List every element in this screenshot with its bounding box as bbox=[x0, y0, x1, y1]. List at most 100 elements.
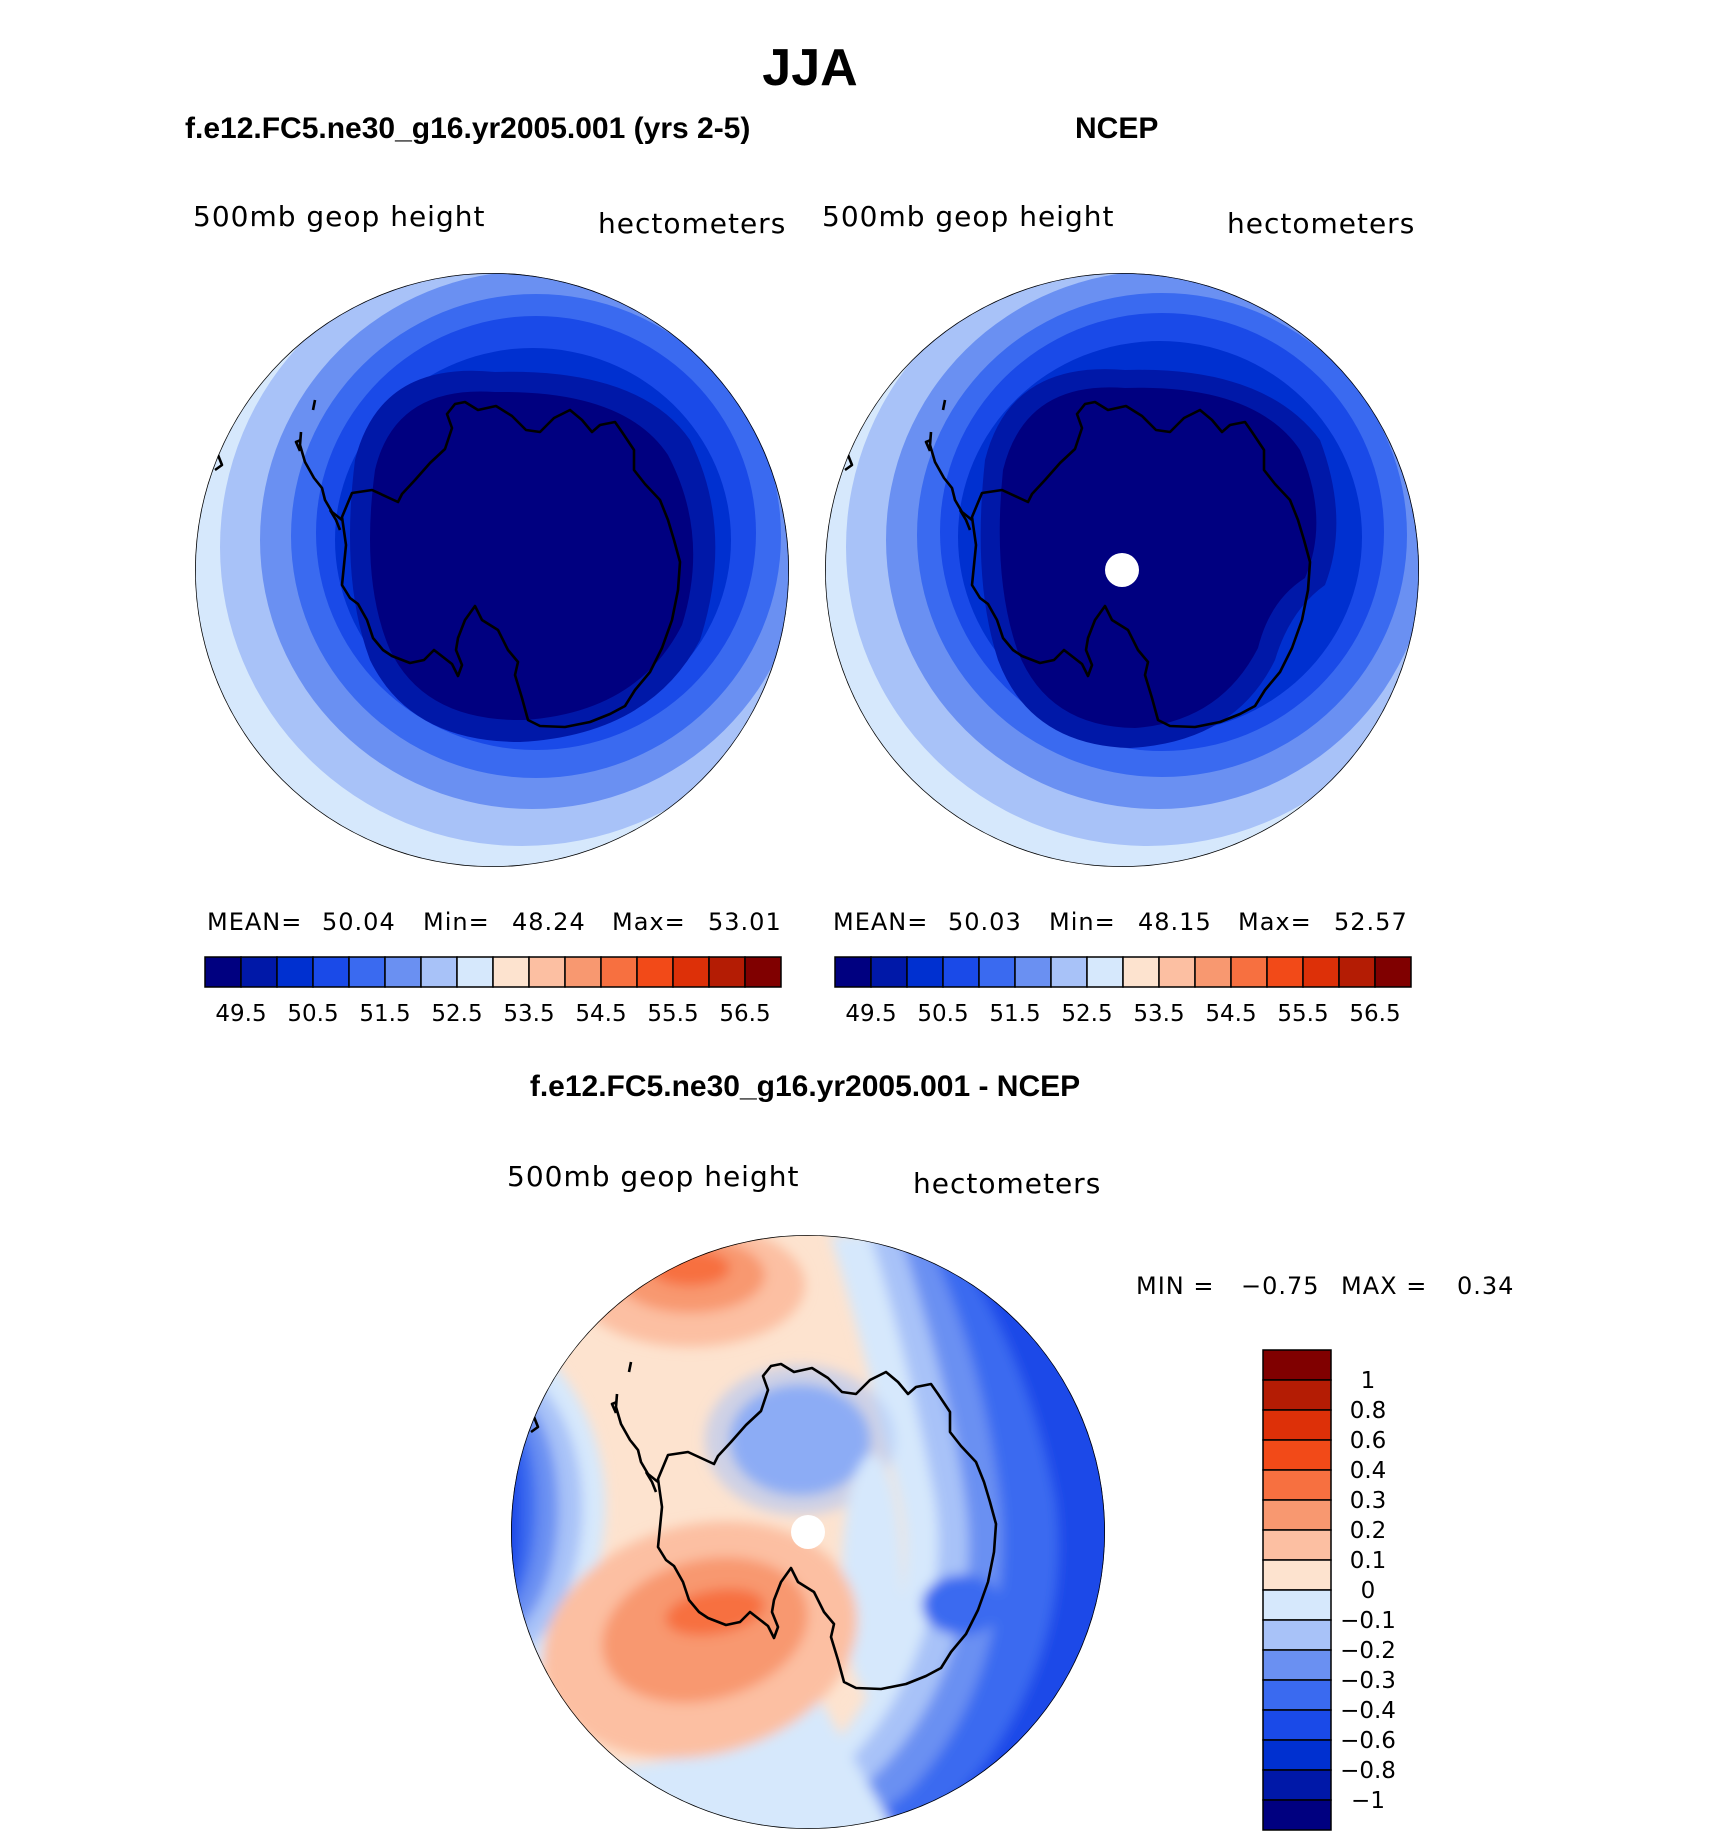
model-colorbar-swatch bbox=[384, 956, 422, 988]
model-colorbar-tick-label: 54.5 bbox=[575, 1001, 626, 1027]
diff-colorbar-tick-label: −0.1 bbox=[1340, 1608, 1396, 1634]
obs-min-label: Min= bbox=[1049, 908, 1116, 936]
diff-colorbar-swatch bbox=[1262, 1769, 1332, 1801]
model-max-value: 53.01 bbox=[708, 908, 782, 936]
diff-max-value: 0.34 bbox=[1457, 1272, 1515, 1300]
model-colorbar-swatch bbox=[744, 956, 782, 988]
obs-colorbar-swatch bbox=[1086, 956, 1124, 988]
diff-colorbar-swatch bbox=[1262, 1379, 1332, 1411]
obs-colorbar-tick-label: 55.5 bbox=[1277, 1001, 1328, 1027]
diff-colorbar-swatch bbox=[1262, 1679, 1332, 1711]
model-colorbar-swatch bbox=[348, 956, 386, 988]
obs-colorbar-tick-label: 53.5 bbox=[1133, 1001, 1184, 1027]
diff-min-label: MIN = bbox=[1136, 1272, 1215, 1300]
obs-panel-title: NCEP bbox=[1075, 112, 1159, 145]
obs-map bbox=[825, 273, 1419, 867]
obs-min-value: 48.15 bbox=[1138, 908, 1212, 936]
obs-colorbar-swatch bbox=[834, 956, 872, 988]
model-colorbar-tick-label: 56.5 bbox=[719, 1001, 770, 1027]
diff-colorbar-tick-label: 0.4 bbox=[1350, 1458, 1387, 1484]
obs-colorbar-swatch bbox=[906, 956, 944, 988]
diff-colorbar-tick-label: 0.3 bbox=[1350, 1488, 1387, 1514]
diff-colorbar-swatch bbox=[1262, 1709, 1332, 1741]
diff-colorbar: 1 0.8 0.6 0.4 0.3 0.2 0.1 0 −0.1 −0.2 −0.3 −0.4 −0.6… bbox=[1262, 1349, 1396, 1831]
obs-max-value: 52.57 bbox=[1334, 908, 1408, 936]
diff-colorbar-tick-label: 0.6 bbox=[1350, 1428, 1387, 1454]
model-colorbar-tick-label: 51.5 bbox=[359, 1001, 410, 1027]
model-colorbar-swatch bbox=[276, 956, 314, 988]
model-max-label: Max= bbox=[612, 908, 686, 936]
diff-colorbar-tick-label: −0.2 bbox=[1340, 1638, 1396, 1664]
model-coastline bbox=[214, 399, 682, 729]
model-variable-label: 500mb geop height bbox=[193, 200, 486, 233]
model-units-label: hectometers bbox=[598, 207, 787, 240]
obs-colorbar-swatch bbox=[942, 956, 980, 988]
model-colorbar-tick-label: 53.5 bbox=[503, 1001, 554, 1027]
obs-coastline bbox=[844, 399, 1312, 729]
diff-max-label: MAX = bbox=[1341, 1272, 1428, 1300]
model-colorbar-swatch bbox=[708, 956, 746, 988]
model-colorbar-tick-label: 49.5 bbox=[215, 1001, 266, 1027]
diff-colorbar-tick-label: 0.2 bbox=[1350, 1518, 1387, 1544]
model-colorbar: 49.5 50.5 51.5 52.5 53.5 54.5 55.5 56.5 bbox=[204, 956, 782, 1027]
obs-colorbar: 49.5 50.5 51.5 52.5 53.5 54.5 55.5 56.5 bbox=[834, 956, 1412, 1027]
obs-units-label: hectometers bbox=[1227, 207, 1416, 240]
model-panel-title: f.e12.FC5.ne30_g16.yr2005.001 (yrs 2-5) bbox=[185, 112, 751, 145]
model-colorbar-swatch bbox=[600, 956, 638, 988]
diff-min-value: −0.75 bbox=[1241, 1272, 1320, 1300]
obs-colorbar-swatch bbox=[870, 956, 908, 988]
obs-colorbar-tick-label: 49.5 bbox=[845, 1001, 896, 1027]
model-colorbar-tick-label: 55.5 bbox=[647, 1001, 698, 1027]
diff-colorbar-swatch bbox=[1262, 1499, 1332, 1531]
obs-colorbar-swatch bbox=[1338, 956, 1376, 988]
diff-colorbar-swatch bbox=[1262, 1739, 1332, 1771]
model-colorbar-swatch bbox=[420, 956, 458, 988]
obs-colorbar-swatch bbox=[1374, 956, 1412, 988]
diff-colorbar-swatch bbox=[1262, 1619, 1332, 1651]
diff-variable-label: 500mb geop height bbox=[507, 1160, 800, 1193]
model-colorbar-swatch bbox=[456, 956, 494, 988]
obs-colorbar-swatch bbox=[1050, 956, 1088, 988]
diff-colorbar-tick-label: −0.3 bbox=[1340, 1668, 1396, 1694]
model-mean-label: MEAN= bbox=[207, 908, 303, 936]
diff-colorbar-tick-label: −0.8 bbox=[1340, 1758, 1396, 1784]
diff-colorbar-tick-label: 0.8 bbox=[1350, 1398, 1387, 1424]
model-colorbar-swatch bbox=[204, 956, 242, 988]
model-colorbar-swatch bbox=[564, 956, 602, 988]
diff-colorbar-swatch bbox=[1262, 1349, 1332, 1381]
diff-colorbar-swatch bbox=[1262, 1559, 1332, 1591]
model-colorbar-swatch bbox=[240, 956, 278, 988]
model-colorbar-swatch bbox=[672, 956, 710, 988]
obs-colorbar-tick-label: 50.5 bbox=[917, 1001, 968, 1027]
diff-colorbar-swatch bbox=[1262, 1439, 1332, 1471]
obs-max-label: Max= bbox=[1238, 908, 1312, 936]
obs-colorbar-swatch bbox=[1230, 956, 1268, 988]
obs-colorbar-tick-label: 56.5 bbox=[1349, 1001, 1400, 1027]
diff-colorbar-swatch bbox=[1262, 1799, 1332, 1831]
diff-colorbar-swatch bbox=[1262, 1649, 1332, 1681]
obs-colorbar-swatch bbox=[1122, 956, 1160, 988]
obs-colorbar-swatch bbox=[1302, 956, 1340, 988]
obs-colorbar-swatch bbox=[1194, 956, 1232, 988]
obs-colorbar-swatch bbox=[1266, 956, 1304, 988]
model-colorbar-swatch bbox=[528, 956, 566, 988]
obs-mean-label: MEAN= bbox=[833, 908, 929, 936]
diff-map bbox=[511, 1235, 1105, 1829]
model-colorbar-swatch bbox=[636, 956, 674, 988]
diff-colorbar-swatch bbox=[1262, 1589, 1332, 1621]
obs-variable-label: 500mb geop height bbox=[822, 200, 1115, 233]
diff-coastline bbox=[530, 1361, 998, 1691]
model-map bbox=[195, 273, 789, 867]
obs-colorbar-swatch bbox=[978, 956, 1016, 988]
model-colorbar-tick-label: 50.5 bbox=[287, 1001, 338, 1027]
model-mean-value: 50.04 bbox=[322, 908, 396, 936]
diff-colorbar-swatch bbox=[1262, 1529, 1332, 1561]
model-min-label: Min= bbox=[423, 908, 490, 936]
diff-colorbar-tick-label: 0.1 bbox=[1350, 1548, 1387, 1574]
obs-mean-value: 50.03 bbox=[948, 908, 1022, 936]
diff-colorbar-tick-label: −1 bbox=[1351, 1788, 1385, 1814]
obs-colorbar-tick-label: 51.5 bbox=[989, 1001, 1040, 1027]
model-colorbar-swatch bbox=[312, 956, 350, 988]
diff-colorbar-tick-label: −0.6 bbox=[1340, 1728, 1396, 1754]
model-colorbar-swatch bbox=[492, 956, 530, 988]
